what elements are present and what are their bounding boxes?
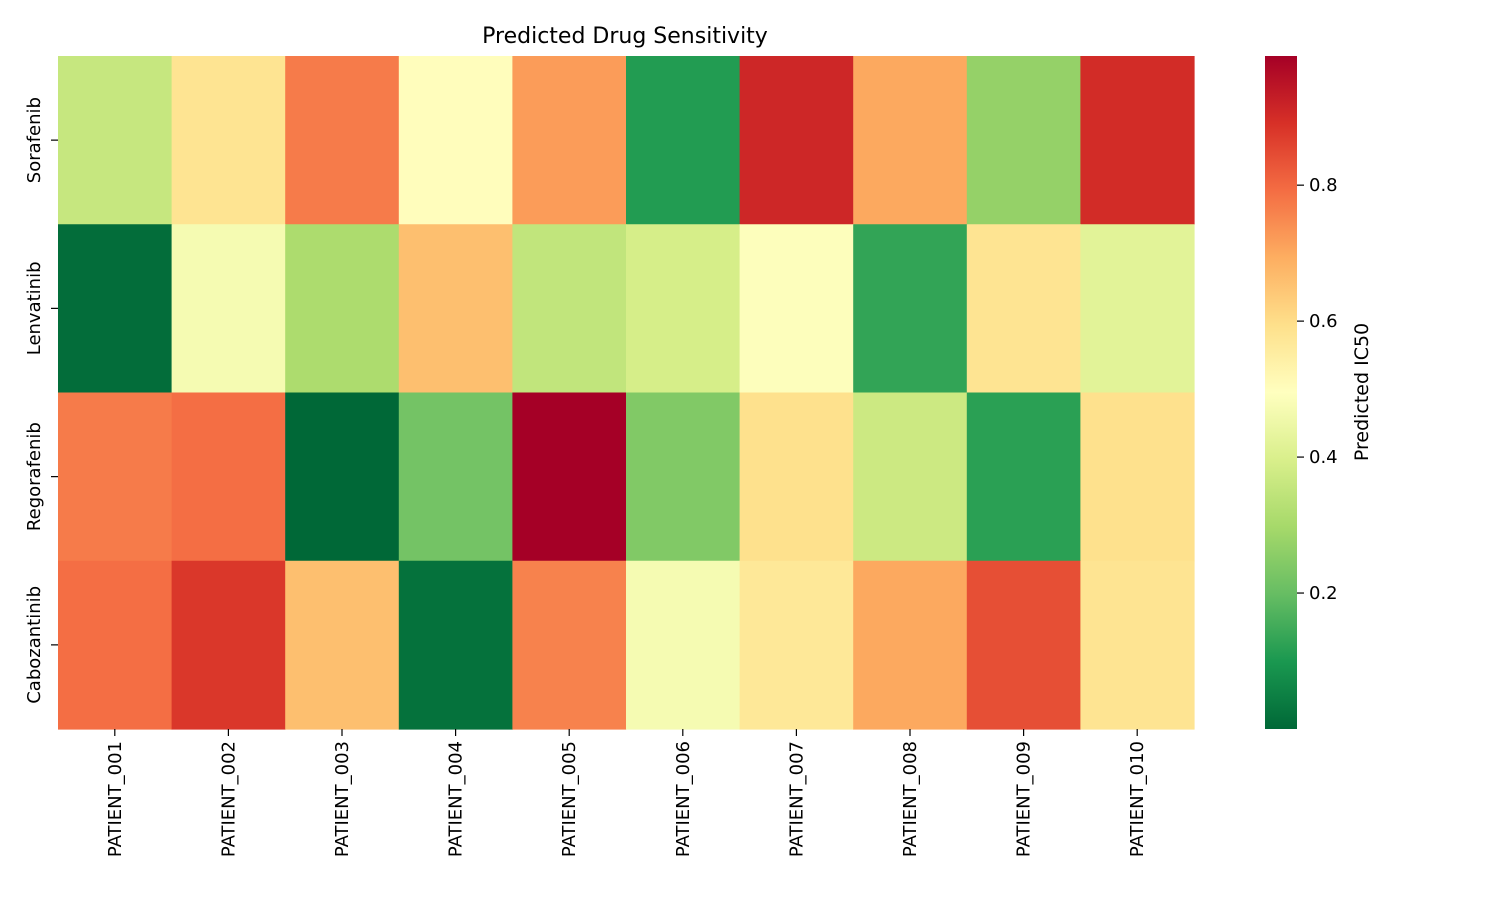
heatmap-cell	[171, 560, 286, 730]
heatmap-cell	[512, 392, 627, 562]
heatmap-cell	[58, 392, 173, 562]
heatmap-cell	[58, 224, 173, 394]
x-tick-label: PATIENT_001	[105, 741, 126, 857]
x-tick-label: PATIENT_004	[446, 741, 467, 857]
heatmap-cell	[285, 560, 400, 730]
heatmap-cell	[1080, 560, 1195, 730]
heatmap-cell	[58, 56, 173, 225]
chart-title: Predicted Drug Sensitivity	[482, 24, 768, 49]
heatmap-cell	[1080, 224, 1195, 394]
x-tick-label: PATIENT_009	[1014, 741, 1035, 857]
heatmap-cell	[398, 560, 513, 730]
colorbar-tick-label: 0.2	[1309, 583, 1338, 604]
x-tick-label: PATIENT_007	[786, 741, 807, 857]
heatmap-cell	[966, 392, 1081, 562]
heatmap-cell	[398, 224, 513, 394]
heatmap-cell	[853, 392, 968, 562]
colorbar-tick-label: 0.8	[1309, 175, 1338, 196]
x-axis: PATIENT_001 PATIENT_002 PATIENT_003 PATIENT…	[105, 729, 1148, 857]
y-tick-label: Regorafenib	[24, 422, 45, 531]
y-tick-label: Sorafenib	[24, 97, 45, 183]
heatmap-cell	[512, 224, 627, 394]
heatmap-cell	[626, 56, 741, 225]
x-tick-label: PATIENT_006	[673, 741, 694, 857]
heatmap-cell	[966, 224, 1081, 394]
x-tick-label: PATIENT_002	[218, 741, 239, 857]
heatmap-cell	[626, 392, 741, 562]
heatmap-cell	[171, 56, 286, 225]
y-tick-label: Lenvatinib	[24, 261, 45, 355]
heatmap-cell	[739, 392, 854, 562]
heatmap-cell	[285, 56, 400, 225]
colorbar	[1265, 56, 1297, 729]
heatmap-cell	[398, 56, 513, 225]
heatmap-cell	[398, 392, 513, 562]
x-tick-label: PATIENT_005	[559, 741, 580, 857]
heatmap-cell	[512, 56, 627, 225]
y-axis: Sorafenib Lenvatinib Regorafenib Cabozantin…	[24, 97, 58, 704]
heatmap-cell	[285, 392, 400, 562]
colorbar-tick-label: 0.6	[1309, 311, 1338, 332]
heatmap-cell	[739, 224, 854, 394]
x-tick-label: PATIENT_008	[900, 741, 921, 857]
heatmap-cell	[1080, 56, 1195, 225]
heatmap-cell	[171, 224, 286, 394]
heatmap-cell	[171, 392, 286, 562]
heatmap-cell	[626, 224, 741, 394]
heatmap-cell	[853, 560, 968, 730]
heatmap-cell	[285, 224, 400, 394]
heatmap-cell	[739, 560, 854, 730]
heatmap-cells	[58, 56, 1195, 730]
colorbar-ticks: 0.2 0.4 0.6 0.8	[1297, 175, 1338, 604]
heatmap-cell	[966, 560, 1081, 730]
heatmap-cell	[853, 56, 968, 225]
heatmap-cell	[626, 560, 741, 730]
heatmap-cell	[966, 56, 1081, 225]
y-tick-label: Cabozantinib	[24, 586, 45, 704]
x-tick-label: PATIENT_010	[1127, 741, 1148, 857]
colorbar-tick-label: 0.4	[1309, 447, 1338, 468]
heatmap-cell	[739, 56, 854, 225]
x-tick-label: PATIENT_003	[332, 741, 353, 857]
heatmap-cell	[853, 224, 968, 394]
heatmap-cell	[512, 560, 627, 730]
heatmap-cell	[58, 560, 173, 730]
heatmap-cell	[1080, 392, 1195, 562]
colorbar-label: Predicted IC50	[1351, 323, 1373, 461]
